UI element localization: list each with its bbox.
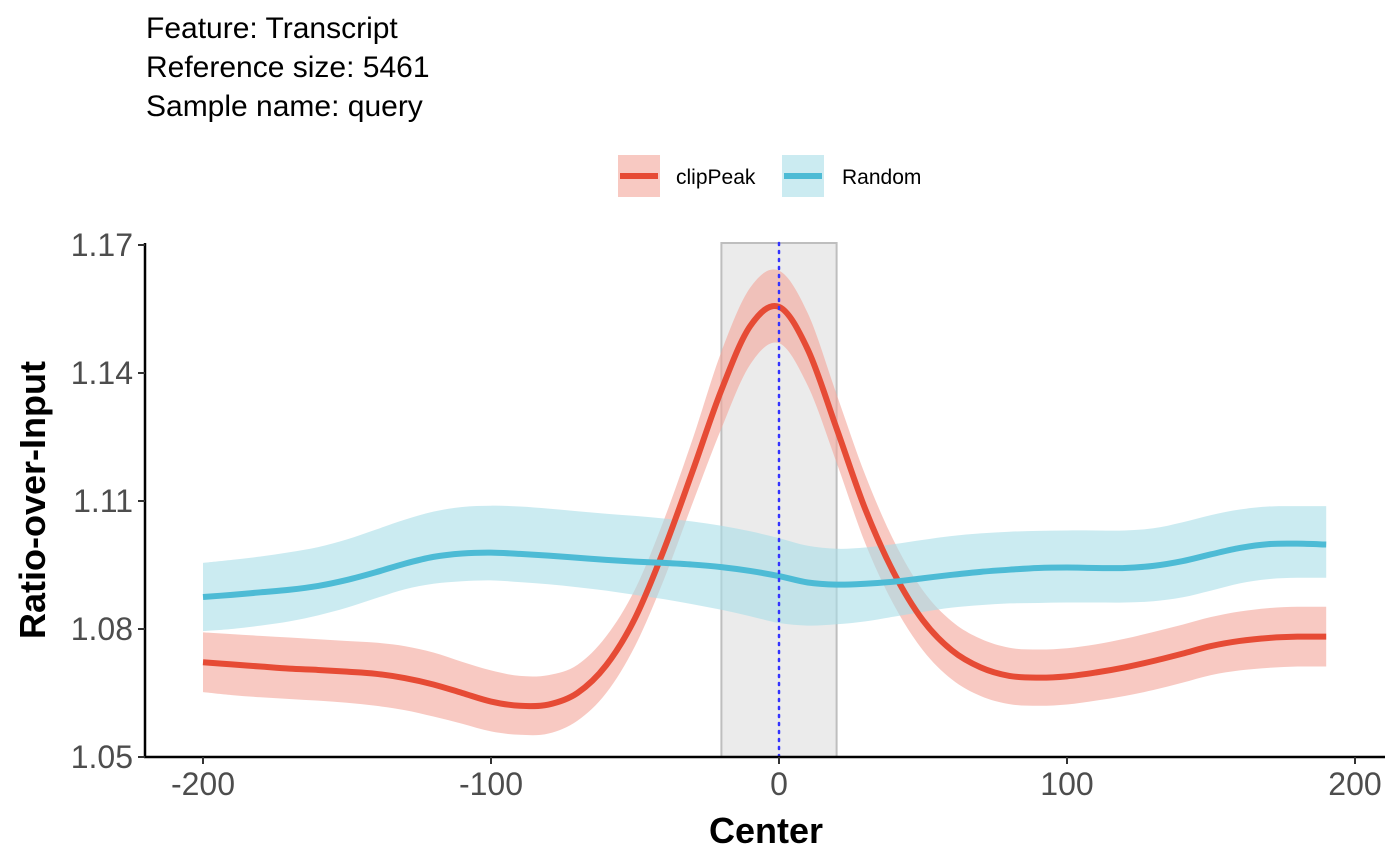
band-clippeak	[203, 269, 1327, 736]
x-tick-label: 200	[1328, 766, 1381, 802]
legend-label-random: Random	[842, 166, 921, 189]
axes: 1.05 1.08 1.11 1.14 1.17 -200 -100 0 100 200	[71, 227, 1385, 802]
y-axis-title: Ratio-over-Input	[12, 361, 53, 639]
subtitle-line-reference-size: Reference size: 5461	[146, 51, 430, 84]
confidence-bands	[203, 269, 1327, 736]
line-clippeak	[202, 303, 1327, 710]
x-tick-label: 0	[770, 766, 788, 802]
legend: clipPeak Random	[618, 155, 921, 197]
subtitle-line-sample-name: Sample name: query	[146, 90, 423, 123]
y-tick-label: 1.14	[71, 355, 133, 391]
x-tick-label: -200	[171, 766, 235, 802]
y-tick-label: 1.08	[71, 611, 133, 647]
x-tick-label: -100	[459, 766, 523, 802]
y-tick-label: 1.17	[71, 227, 133, 263]
legend-label-clippeak: clipPeak	[676, 166, 756, 189]
chart-subtitle: Feature: Transcript Reference size: 5461…	[146, 12, 430, 123]
series-lines	[202, 303, 1327, 710]
x-tick-label: 100	[1040, 766, 1093, 802]
y-tick-label: 1.11	[73, 483, 133, 519]
x-axis-title: Center	[709, 810, 823, 851]
line-random	[202, 540, 1327, 600]
y-tick-label: 1.05	[71, 739, 133, 775]
band-random	[203, 505, 1327, 632]
subtitle-line-feature: Feature: Transcript	[146, 12, 398, 45]
